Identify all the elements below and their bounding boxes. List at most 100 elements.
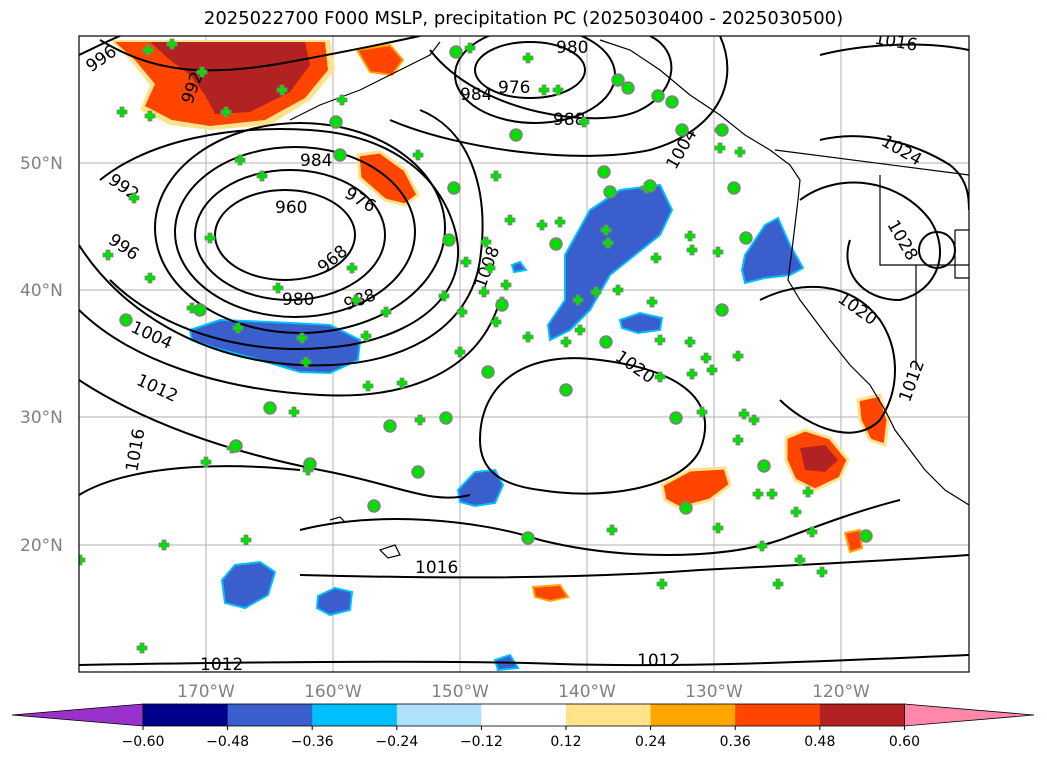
station-cross-marker — [732, 434, 744, 446]
lon-label: 140°W — [558, 682, 616, 702]
colorbar-segment — [227, 704, 313, 726]
station-cross-marker — [806, 526, 818, 538]
station-cross-marker — [732, 350, 744, 362]
station-circle-marker — [193, 303, 207, 317]
isobar-label: 980 — [556, 38, 588, 58]
station-cross-marker — [454, 346, 466, 358]
station-cross-marker — [574, 324, 586, 336]
station-cross-marker — [276, 84, 288, 96]
colorbar-tick-label: 0.24 — [635, 734, 666, 750]
station-cross-marker — [200, 456, 212, 468]
colorbar-segment — [481, 704, 567, 726]
station-cross-marker — [606, 524, 618, 536]
map-area — [79, 36, 969, 672]
colorbar-tick-label: −0.60 — [122, 734, 165, 750]
colorbar-segment — [819, 704, 905, 726]
station-cross-marker — [300, 356, 312, 368]
colorbar-tick-label: 0.12 — [550, 734, 581, 750]
precip-negative-regions — [188, 183, 805, 672]
station-circle-marker — [675, 123, 689, 137]
station-cross-marker — [350, 294, 362, 306]
colorbar-tick-label: −0.24 — [375, 734, 418, 750]
isobar-label: 984 — [460, 85, 492, 105]
station-circle-marker — [715, 303, 729, 317]
station-cross-marker — [684, 230, 696, 242]
station-circle-marker — [481, 365, 495, 379]
station-cross-marker — [748, 414, 760, 426]
station-circle-marker — [495, 298, 509, 312]
station-cross-marker — [412, 149, 424, 161]
station-cross-marker — [272, 282, 284, 294]
colorbar-tick-label: 0.36 — [720, 734, 751, 750]
station-circle-marker — [665, 95, 679, 109]
isobar-label: 1016 — [415, 558, 458, 578]
station-cross-marker — [414, 414, 426, 426]
station-circle-marker — [263, 401, 277, 415]
station-circle-marker — [727, 181, 741, 195]
station-circle-marker — [383, 419, 397, 433]
lat-label: 50°N — [20, 154, 63, 174]
station-cross-marker — [234, 154, 246, 166]
station-circle-marker — [411, 465, 425, 479]
station-cross-marker — [240, 534, 252, 546]
colorbar-frame — [142, 703, 905, 727]
station-cross-marker — [102, 249, 114, 261]
station-cross-marker — [336, 94, 348, 106]
lon-label: 130°W — [685, 682, 743, 702]
station-circle-marker — [447, 181, 461, 195]
station-cross-marker — [522, 52, 534, 64]
station-circle-marker — [597, 165, 611, 179]
colorbar-segment — [650, 704, 736, 726]
station-cross-marker — [560, 336, 572, 348]
station-circle-marker — [599, 335, 613, 349]
station-cross-marker — [504, 214, 516, 226]
station-cross-marker — [654, 334, 666, 346]
station-circle-marker — [651, 89, 665, 103]
station-cross-marker — [360, 330, 372, 342]
colorbar: −0.60 −0.48 −0.36 −0.24 −0.12 0.12 0.24 0.36 0.4… — [11, 703, 1035, 750]
station-circle-marker — [739, 231, 753, 245]
colorbar-segment — [396, 704, 482, 726]
station-cross-marker — [480, 236, 492, 248]
station-cross-marker — [296, 332, 308, 344]
station-cross-marker — [522, 331, 534, 343]
station-cross-marker — [456, 306, 468, 318]
station-cross-marker — [766, 488, 778, 500]
station-cross-marker — [144, 272, 156, 284]
station-circle-marker — [679, 501, 693, 515]
station-cross-marker — [136, 642, 148, 654]
station-cross-marker — [158, 539, 170, 551]
station-cross-marker — [288, 406, 300, 418]
station-cross-marker — [116, 106, 128, 118]
colorbar-tick-label: 0.60 — [889, 734, 920, 750]
station-cross-marker — [752, 488, 764, 500]
station-cross-marker — [686, 244, 698, 256]
station-cross-marker — [554, 216, 566, 228]
station-cross-marker — [802, 486, 814, 498]
station-circle-marker — [367, 499, 381, 513]
station-cross-marker — [166, 38, 178, 50]
isobar-label: 988 — [553, 110, 585, 130]
station-cross-marker — [256, 170, 268, 182]
station-cross-marker — [646, 296, 658, 308]
station-circle-marker — [559, 383, 573, 397]
lat-label: 40°N — [20, 281, 63, 301]
isobar-label: 1012 — [637, 651, 680, 671]
station-circle-marker — [439, 411, 453, 425]
station-cross-marker — [714, 142, 726, 154]
station-cross-marker — [572, 294, 584, 306]
station-markers — [79, 38, 873, 654]
station-circle-marker — [442, 233, 456, 247]
station-cross-marker — [654, 371, 666, 383]
station-cross-marker — [696, 406, 708, 418]
station-cross-marker — [712, 246, 724, 258]
station-cross-marker — [772, 578, 784, 590]
colorbar-segment — [312, 704, 398, 726]
station-cross-marker — [484, 262, 496, 274]
station-cross-marker — [142, 44, 154, 56]
lon-label: 170°W — [177, 682, 235, 702]
station-cross-marker — [684, 336, 696, 348]
station-cross-marker — [220, 106, 232, 118]
station-cross-marker — [362, 380, 374, 392]
